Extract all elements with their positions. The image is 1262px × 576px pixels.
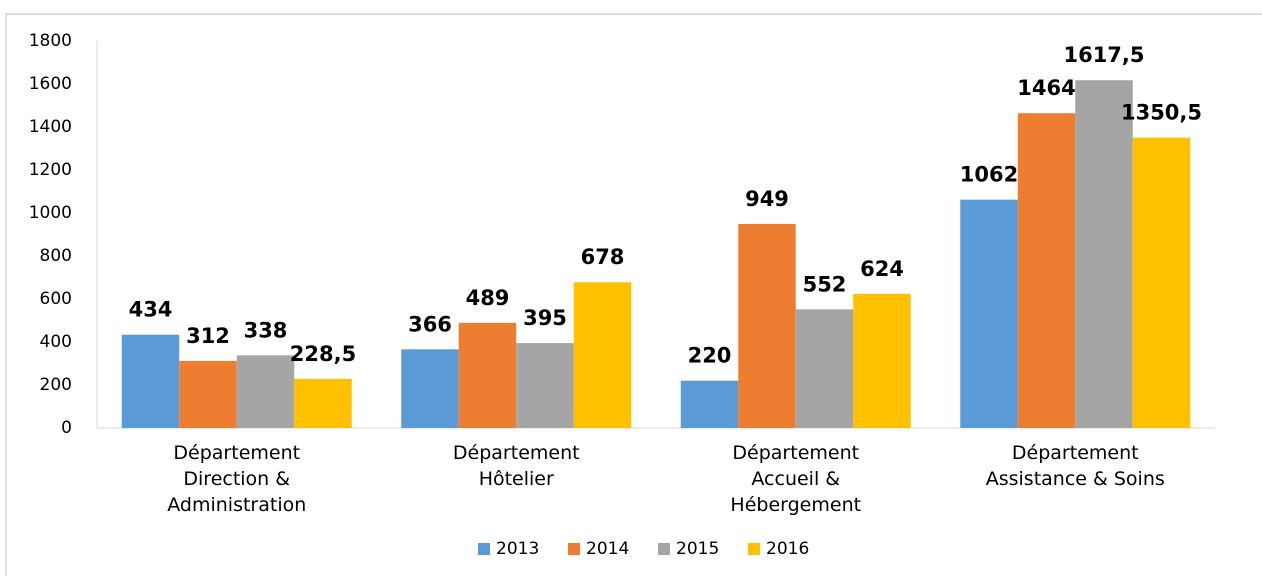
data-label: 1062: [960, 163, 1018, 187]
bar: [516, 343, 574, 428]
data-label: 434: [129, 298, 173, 322]
legend-label: 2013: [496, 539, 539, 559]
x-tick-label: Département Direction & Administration: [167, 442, 307, 516]
legend-swatch: [748, 543, 760, 555]
y-tick-label: 1000: [29, 203, 72, 223]
x-tick-label: Département Accueil & Hébergement: [730, 442, 862, 516]
y-tick-label: 1400: [29, 117, 72, 137]
bar: [680, 380, 739, 428]
y-tick-label: 400: [40, 332, 72, 352]
data-label: 1350,5: [1121, 101, 1202, 125]
data-label: 228,5: [290, 342, 356, 366]
data-label: 338: [244, 318, 288, 342]
data-label: 949: [745, 187, 789, 211]
data-label: 624: [860, 257, 904, 281]
legend-swatch: [568, 543, 580, 555]
bar: [738, 223, 796, 428]
y-tick-label: 200: [40, 375, 72, 395]
y-tick-label: 800: [40, 246, 72, 266]
legend-label: 2014: [586, 539, 629, 559]
data-label: 366: [408, 312, 452, 336]
bar: [1132, 137, 1191, 428]
data-label: 1464: [1017, 76, 1075, 100]
bar: [1017, 113, 1076, 429]
data-label: 312: [186, 324, 230, 348]
data-label: 489: [466, 286, 510, 310]
legend-label: 2015: [676, 539, 719, 559]
bar: [121, 334, 180, 428]
x-tick-label: Département Assistance & Soins: [985, 442, 1165, 490]
bar: [853, 293, 911, 428]
chart-border: [5, 13, 1262, 576]
bar: [795, 309, 854, 428]
data-label: 395: [523, 306, 567, 330]
data-label: 1617,5: [1063, 43, 1144, 67]
y-tick-label: 1800: [29, 31, 72, 51]
bar: [294, 378, 352, 428]
y-tick-label: 600: [40, 289, 72, 309]
y-tick-label: 1600: [29, 74, 72, 94]
legend-swatch: [658, 543, 670, 555]
bar: [1075, 80, 1133, 429]
legend-label: 2016: [766, 539, 809, 559]
bar: [960, 199, 1018, 428]
bar: [573, 282, 632, 428]
data-label: 678: [581, 245, 625, 269]
y-tick-label: 0: [61, 418, 72, 438]
y-tick-label: 1200: [29, 160, 72, 180]
bar: [401, 349, 459, 428]
legend-swatch: [478, 543, 490, 555]
x-tick-label: Département Hôtelier: [452, 442, 580, 490]
data-label: 552: [803, 272, 847, 296]
bar: [458, 322, 517, 428]
bar: [179, 360, 237, 428]
data-label: 220: [688, 344, 732, 368]
bar: [236, 355, 295, 428]
